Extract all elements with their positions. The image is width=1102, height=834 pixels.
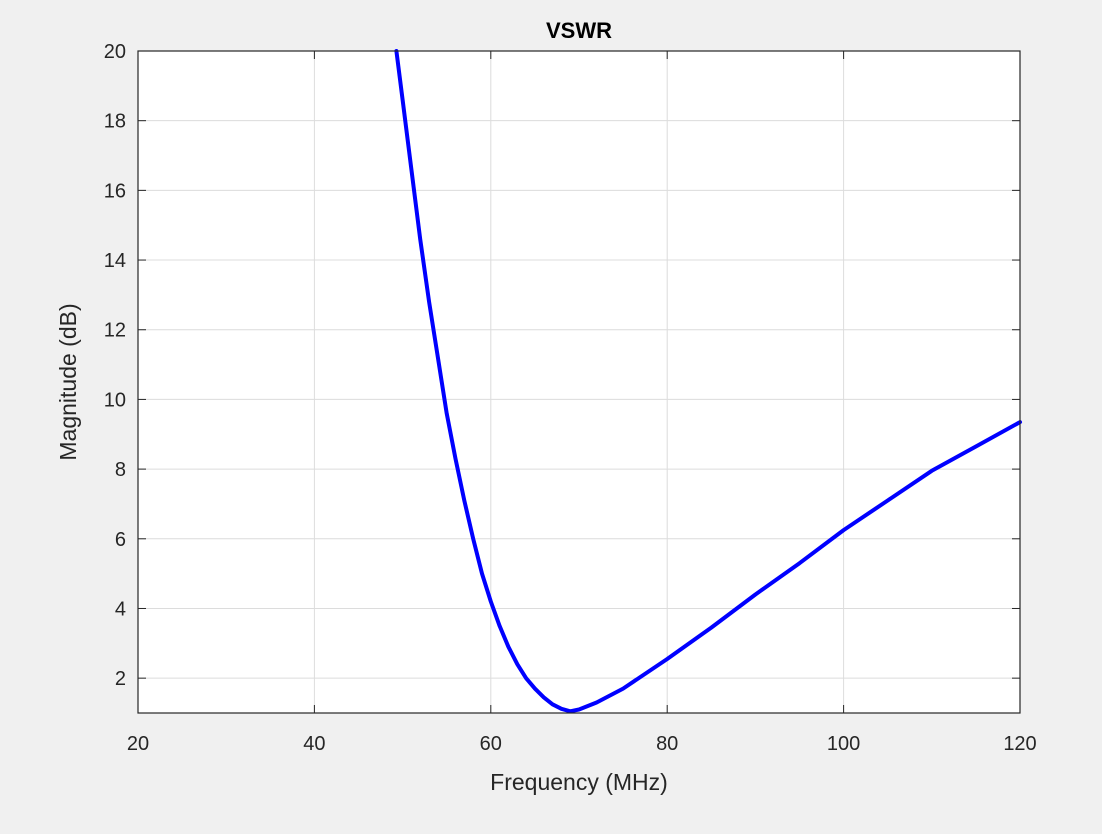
x-axis-title: Frequency (MHz): [490, 769, 668, 795]
y-tick-label: 2: [115, 668, 126, 690]
y-tick-label: 16: [104, 180, 126, 202]
y-tick-label: 18: [104, 111, 126, 133]
axes-background: [138, 51, 1020, 713]
chart-title: VSWR: [546, 18, 612, 43]
x-tick-label: 20: [127, 733, 149, 755]
axes-box: [137, 50, 1021, 714]
y-tick-label: 8: [115, 459, 126, 481]
x-tick-label: 120: [1003, 733, 1036, 755]
y-tick-label: 20: [104, 41, 126, 63]
x-tick-label: 60: [480, 733, 502, 755]
x-tick-label: 80: [656, 733, 678, 755]
y-tick-label: 10: [104, 389, 126, 411]
series-layer: [394, 49, 1022, 714]
grid-lines: [138, 51, 1020, 713]
y-tick-labels: 2 4 6 8 10 12 14 16 18 20: [104, 41, 126, 690]
tick-marks: [137, 50, 1021, 713]
y-tick-label: 14: [104, 250, 126, 272]
vswr-series-line: [394, 49, 1022, 714]
y-tick-label: 4: [115, 598, 126, 620]
x-tick-labels: 20 40 60 80 100 120: [127, 733, 1037, 755]
y-tick-label: 12: [104, 320, 126, 342]
y-axis-title: Magnitude (dB): [55, 303, 81, 460]
x-tick-label: 40: [303, 733, 325, 755]
y-tick-label: 6: [115, 529, 126, 551]
x-tick-label: 100: [827, 733, 860, 755]
